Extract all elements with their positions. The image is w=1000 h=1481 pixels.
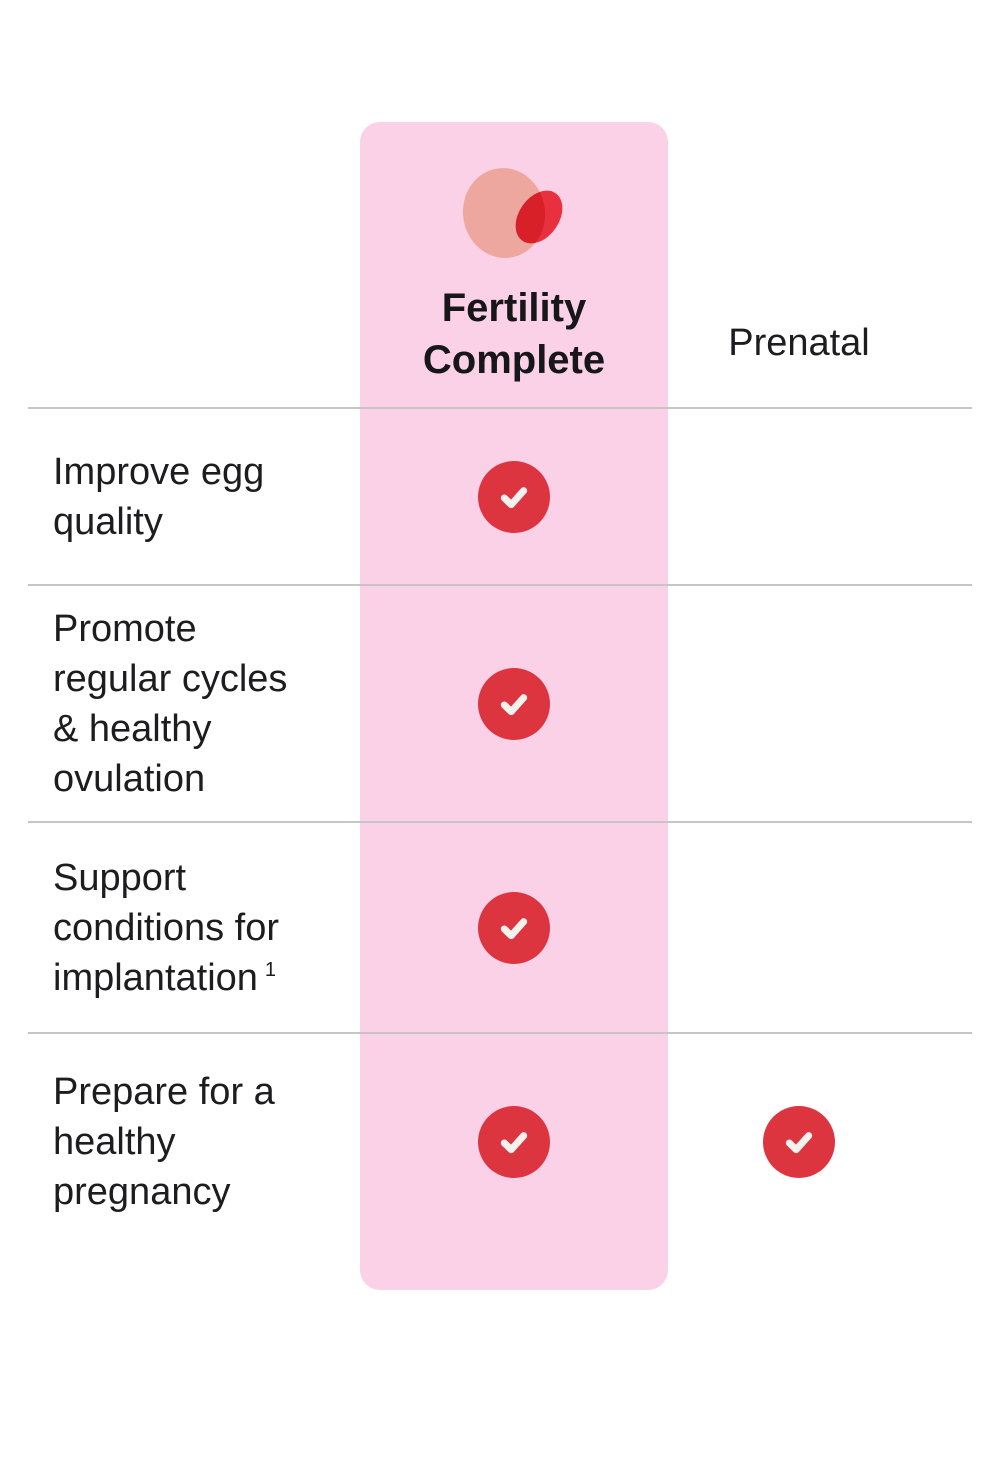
fertility-complete-header: Fertility Complete [422, 286, 606, 382]
table-row: Prepare for a healthy pregnancy [0, 1034, 1000, 1250]
row-divider [28, 584, 972, 586]
prenatal-cell [668, 409, 930, 584]
prenatal-cell [668, 1034, 930, 1250]
prenatal-header: Prenatal [728, 322, 870, 364]
row-divider [28, 821, 972, 823]
row-divider [28, 407, 972, 409]
fertility-complete-cell [360, 586, 668, 821]
feature-text: Promote regular cycles & healthy ovulati… [53, 607, 288, 800]
check-icon [763, 1106, 835, 1178]
prenatal-cell [668, 823, 930, 1032]
feature-label-healthy-pregnancy: Prepare for a healthy pregnancy [0, 1034, 360, 1250]
footnote-marker: 1 [264, 958, 277, 981]
table-row: Support conditions for implantation 1 [0, 823, 1000, 1032]
feature-text: Prepare for a healthy pregnancy [53, 1071, 275, 1213]
check-icon [478, 1106, 550, 1178]
fertility-complete-cell [360, 409, 668, 584]
feature-label-implantation: Support conditions for implantation 1 [0, 823, 360, 1032]
feature-text: Improve egg quality [53, 450, 265, 543]
table-row: Promote regular cycles & healthy ovulati… [0, 586, 1000, 821]
check-icon [478, 460, 550, 533]
prenatal-cell [668, 586, 930, 821]
row-divider [28, 1032, 972, 1034]
feature-label-improve-egg-quality: Improve egg quality [0, 409, 360, 584]
check-icon [478, 667, 550, 740]
feature-label-regular-cycles: Promote regular cycles & healthy ovulati… [0, 586, 360, 821]
check-icon [478, 891, 550, 964]
fertility-complete-cell [360, 823, 668, 1032]
brand-blob-heart-logo-icon [360, 165, 668, 265]
table-row: Improve egg quality [0, 409, 1000, 584]
fertility-complete-cell [360, 1034, 668, 1250]
feature-text: Support conditions for implantation [53, 856, 280, 999]
